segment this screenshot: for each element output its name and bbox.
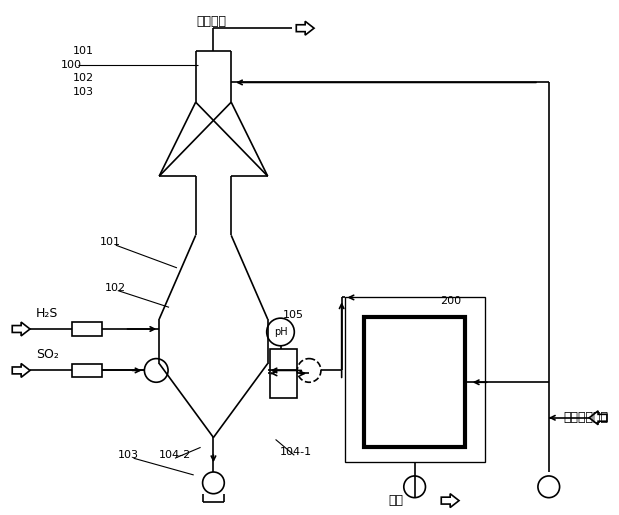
Polygon shape <box>441 494 459 507</box>
Bar <box>345 298 485 462</box>
Polygon shape <box>297 21 314 35</box>
Text: 101: 101 <box>100 237 121 247</box>
Polygon shape <box>12 364 30 377</box>
Text: 104-2: 104-2 <box>159 450 191 460</box>
Text: 102: 102 <box>72 74 93 83</box>
Text: 101: 101 <box>72 46 93 56</box>
Text: 102: 102 <box>105 283 126 293</box>
Bar <box>72 364 102 377</box>
Text: SO₂: SO₂ <box>36 348 59 361</box>
Text: 反应尾气: 反应尾气 <box>197 15 227 28</box>
Polygon shape <box>12 322 30 336</box>
Text: 新鲜反应溶液: 新鲜反应溶液 <box>563 411 608 424</box>
Bar <box>365 317 465 448</box>
Text: 103: 103 <box>118 450 139 460</box>
Bar <box>270 349 297 398</box>
Text: 103: 103 <box>72 88 93 97</box>
Text: 200: 200 <box>440 297 461 306</box>
Text: 105: 105 <box>282 310 303 320</box>
Text: 104-1: 104-1 <box>280 448 311 457</box>
Polygon shape <box>589 411 607 425</box>
Bar <box>72 322 102 336</box>
Text: pH: pH <box>274 327 287 337</box>
Text: 硫磺: 硫磺 <box>388 494 403 507</box>
Text: 100: 100 <box>61 60 82 70</box>
Text: H₂S: H₂S <box>36 307 58 320</box>
